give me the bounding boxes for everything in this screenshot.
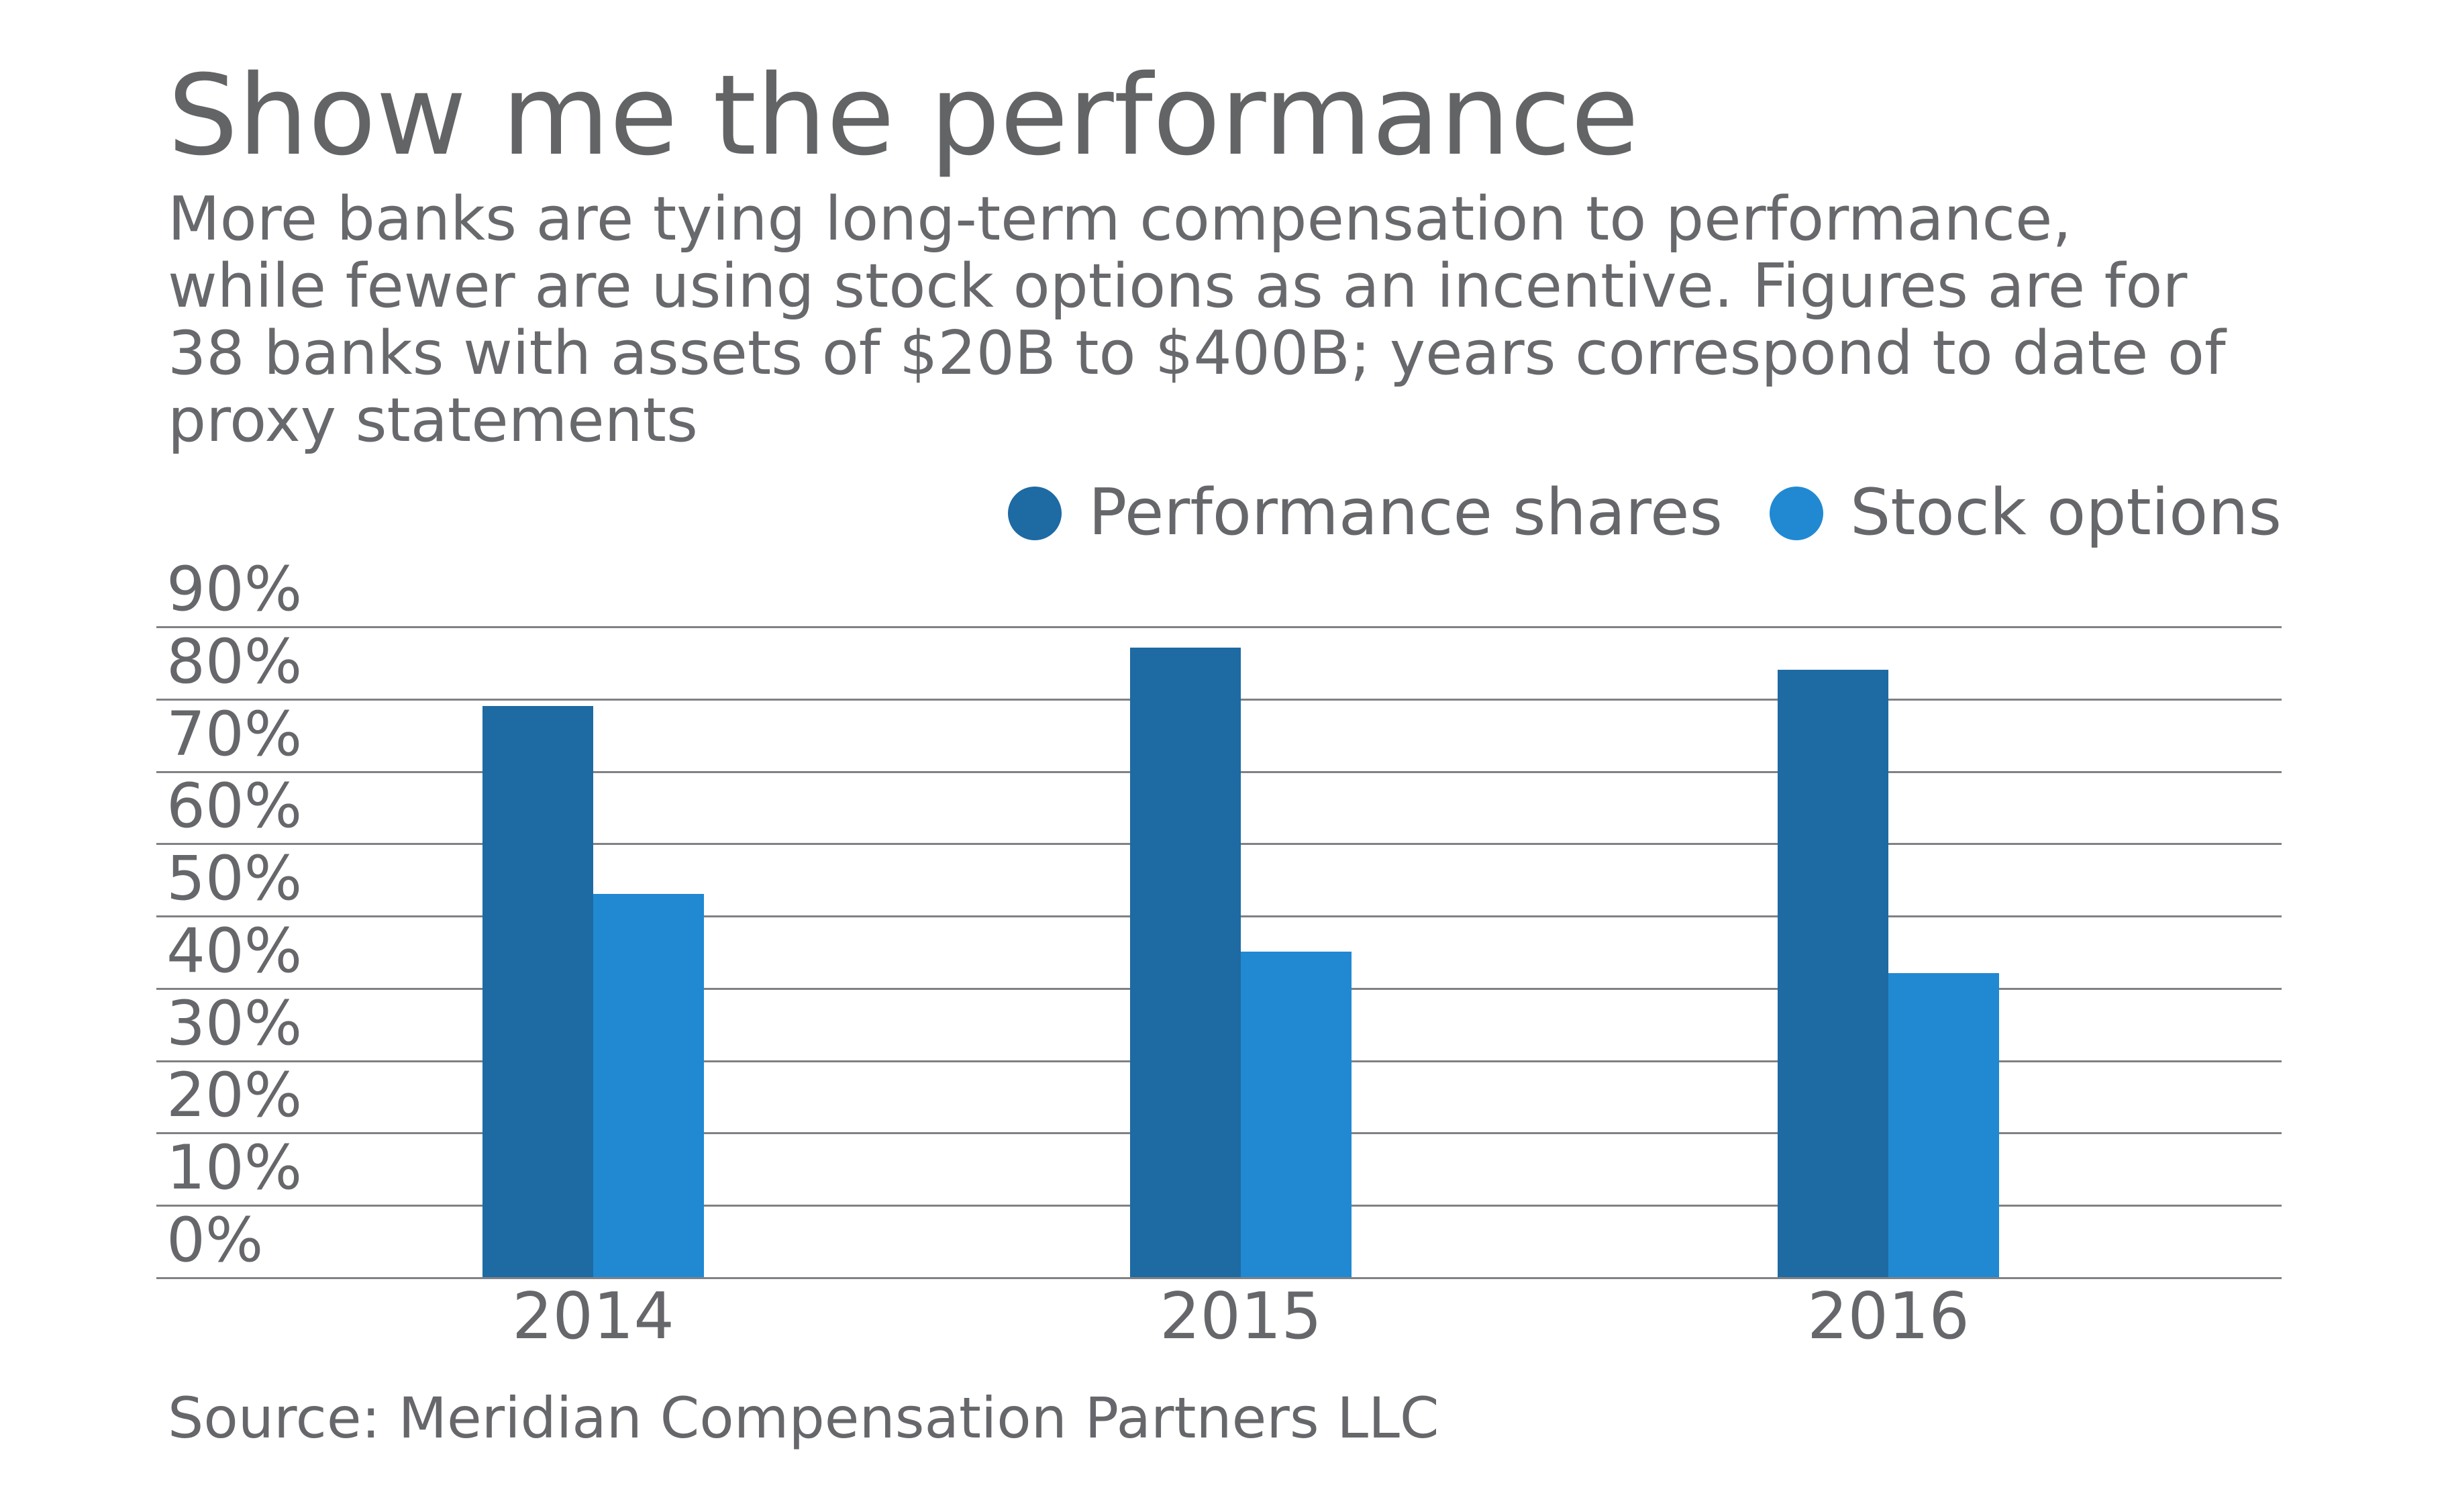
bar-2016-stock-options: [1888, 973, 1999, 1277]
x-axis-label-2015: 2015: [1160, 1280, 1322, 1354]
y-axis-tick-label: 10%: [166, 1133, 303, 1204]
legend-label: Performance shares: [1088, 476, 1723, 550]
chart-legend: Performance shares Stock options: [1007, 476, 2282, 550]
subtitle-line: 38 banks with assets of $20B to $400B; y…: [168, 318, 2226, 389]
bar-2015-stock-options: [1241, 952, 1352, 1277]
legend-dot-icon: [1007, 486, 1062, 540]
bar-2016-performance-shares: [1778, 669, 1888, 1277]
x-axis-label-2014: 2014: [512, 1280, 674, 1354]
y-axis-tick-label: 20%: [166, 1060, 303, 1131]
legend-item-performance-shares: Performance shares: [1007, 476, 1723, 550]
y-axis-tick-label: 60%: [166, 771, 303, 842]
subtitle-line: proxy statements: [168, 385, 698, 456]
y-axis-tick-label: 30%: [166, 988, 303, 1059]
legend-dot-icon: [1769, 486, 1823, 540]
y-axis-tick-label: 40%: [166, 915, 303, 987]
y-axis-tick-label: 50%: [166, 844, 303, 915]
bar-2015-performance-shares: [1130, 648, 1241, 1277]
chart-subtitle: More banks are tying long-term compensat…: [168, 186, 2226, 454]
source-note: Source: Meridian Compensation Partners L…: [168, 1385, 1439, 1451]
y-axis-tick-label: 70%: [166, 699, 303, 770]
gridline: [156, 1277, 2282, 1279]
legend-item-stock-options: Stock options: [1769, 476, 2282, 550]
gridline: [156, 626, 2282, 628]
y-axis-tick-label: 90%: [166, 554, 303, 625]
y-axis-tick-label: 80%: [166, 626, 303, 697]
plot-area: 90% 80% 70% 60% 50% 40% 30% 20% 10% 0% 2014 2015 201…: [156, 559, 2282, 1349]
page-title: Show me the performance: [168, 51, 1639, 180]
subtitle-line: More banks are tying long-term compensat…: [168, 184, 2072, 254]
bar-2014-stock-options: [593, 893, 704, 1277]
y-axis-tick-label: 0%: [166, 1205, 264, 1276]
x-axis-label-2016: 2016: [1807, 1280, 1970, 1354]
legend-label: Stock options: [1849, 476, 2282, 550]
bar-2014-performance-shares: [482, 705, 593, 1277]
subtitle-line: while fewer are using stock options as a…: [168, 251, 2188, 321]
